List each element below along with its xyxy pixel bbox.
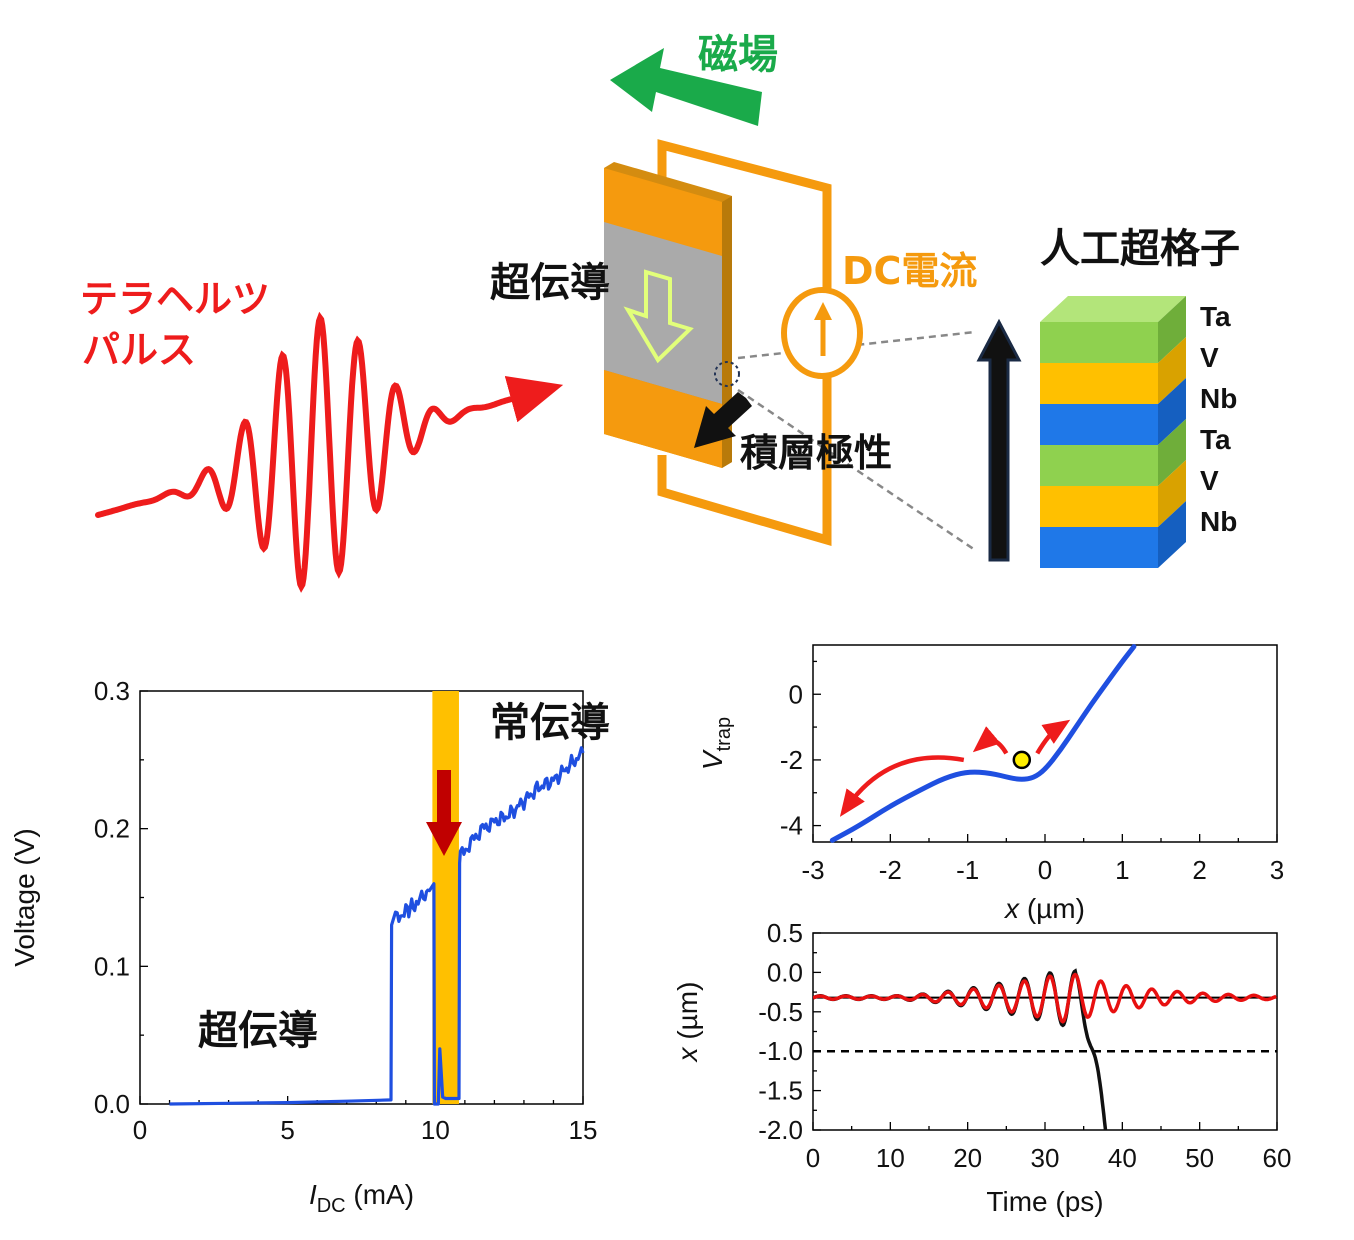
x-tick-label: 2 — [1192, 855, 1206, 885]
superlattice-label-v: V — [1200, 342, 1219, 373]
x-tick-label: 0 — [133, 1115, 147, 1145]
x-tick-label: 15 — [569, 1115, 598, 1145]
magnetic-field-arrow-icon — [610, 48, 762, 126]
y-tick-label: 0.3 — [94, 676, 130, 706]
x-tick-label: 50 — [1185, 1143, 1214, 1173]
y-tick-label: 0.1 — [94, 951, 130, 981]
x-tick-label: -2 — [879, 855, 902, 885]
x-axis-label-main: x — [1003, 893, 1020, 924]
zoom-region-marker — [714, 361, 740, 387]
superlattice-side-ta — [1158, 419, 1186, 486]
x-tick-label: 1 — [1115, 855, 1129, 885]
y-tick-label: -1.5 — [758, 1076, 803, 1106]
oscillation-arrow-left-icon — [972, 726, 1009, 755]
y-tick-label: 0.5 — [767, 918, 803, 948]
x-tick-label: 0 — [1038, 855, 1052, 885]
x-tick-label: -1 — [956, 855, 979, 885]
x-axis-label: IDC (mA) — [309, 1179, 414, 1217]
y-tick-label: -0.5 — [758, 997, 803, 1027]
superlattice-title: 人工超格子 — [1040, 226, 1240, 272]
switching-arrow-icon — [426, 770, 462, 856]
dc-current-label: DC電流 — [842, 249, 977, 293]
y-axis-label-unit: (µm) — [672, 982, 703, 1048]
stacking-polarity-arrow-icon — [694, 392, 752, 448]
y-tick-label: -4 — [780, 811, 803, 841]
y-tick-label: -2.0 — [758, 1115, 803, 1145]
x-tick-label: 40 — [1108, 1143, 1137, 1173]
superlattice-layer-nb — [1040, 404, 1158, 445]
x-tick-label: 60 — [1263, 1143, 1292, 1173]
x-tick-label: -3 — [801, 855, 824, 885]
x-tick-label: 10 — [421, 1115, 450, 1145]
y-axis-label: Voltage (V) — [9, 828, 40, 967]
y-tick-label: -1.0 — [758, 1036, 803, 1066]
superlattice-side-ta — [1158, 296, 1186, 363]
superlattice-top-face — [1040, 296, 1186, 322]
potential-chart: -3 -2 -1 0 1 2 3-4-20x (µm)Vtrap — [697, 644, 1284, 924]
y-tick-label: 0 — [789, 679, 803, 709]
superlattice-stack: Ta V Nb Ta V Nb — [1040, 296, 1237, 568]
magnetic-field-label: 磁場 — [698, 32, 778, 78]
x-tick-label: 3 — [1270, 855, 1284, 885]
terahertz-label-line1: テラヘルツ — [80, 277, 270, 321]
x-tick-label: 0 — [806, 1143, 820, 1173]
potential-curve — [829, 644, 1137, 843]
superlattice-label-v: V — [1200, 465, 1219, 496]
normal-state-label: 常伝導 — [490, 700, 610, 746]
y-axis-label-sub: trap — [713, 717, 735, 751]
superlattice-label-ta: Ta — [1200, 424, 1231, 455]
polarity-big-arrow-icon — [976, 318, 1022, 562]
particle-marker — [1012, 750, 1032, 770]
x-axis-label-unit: (µm) — [1019, 893, 1085, 924]
x-axis-label-main: I — [309, 1179, 317, 1210]
y-tick-label: 0.0 — [767, 957, 803, 987]
terahertz-pulse-wave — [95, 311, 564, 593]
superlattice-side-nb — [1158, 378, 1186, 445]
iv-curve — [169, 746, 585, 1106]
y-tick-label: 0.0 — [94, 1089, 130, 1119]
x-tick-label: 5 — [280, 1115, 294, 1145]
superlattice-side-nb — [1158, 501, 1186, 568]
terahertz-label-line2: パルス — [82, 328, 196, 372]
normal-state-band — [432, 691, 459, 1104]
y-tick-label: 0.2 — [94, 814, 130, 844]
zoom-line-top — [737, 330, 976, 360]
time-chart: 0 10 20 30 40 50 60 0.5 0.0 -0.5 -1.0 -1.5 -2.0 Time … — [672, 918, 1291, 1217]
superconducting-label: 超伝導 — [490, 260, 610, 306]
plot-frame — [812, 932, 1278, 1131]
superlattice-layer-nb — [1040, 527, 1158, 568]
superconducting-state-label: 超伝導 — [198, 1008, 318, 1054]
superlattice-label-nb: Nb — [1200, 506, 1237, 537]
superlattice-label-nb: Nb — [1200, 383, 1237, 414]
x-tick-label: 10 — [876, 1143, 905, 1173]
superlattice-side-v — [1158, 460, 1186, 527]
y-axis-label: Vtrap — [697, 717, 735, 770]
y-axis-label: x (µm) — [672, 982, 703, 1064]
superlattice-side-v — [1158, 337, 1186, 404]
superlattice-layer-ta — [1040, 322, 1158, 363]
schematic: 磁場 DC電流 超伝導 — [80, 32, 1240, 593]
current-source-icon — [781, 287, 863, 379]
superlattice-layer-v — [1040, 486, 1158, 527]
x-axis-label: Time (ps) — [986, 1186, 1103, 1217]
y-axis-label-main: x — [672, 1046, 703, 1063]
x-axis-label-sub: DC — [317, 1195, 346, 1217]
superlattice-label-ta: Ta — [1200, 301, 1231, 332]
x-axis-label: x (µm) — [1003, 893, 1085, 924]
x-tick-label: 20 — [953, 1143, 982, 1173]
y-tick-label: -2 — [780, 745, 803, 775]
y-axis-label-main: V — [697, 749, 728, 770]
superlattice-layer-v — [1040, 363, 1158, 404]
oscillation-arrow-right-icon — [1035, 719, 1071, 755]
superlattice-layer-ta — [1040, 445, 1158, 486]
supercurrent-arrow-icon — [623, 269, 694, 364]
x-tick-label: 30 — [1031, 1143, 1060, 1173]
trajectory-trapped-line — [813, 972, 1277, 1024]
x-axis-label-unit: (mA) — [346, 1179, 414, 1210]
escape-arrow-icon — [839, 755, 965, 817]
stacking-polarity-label: 積層極性 — [740, 431, 892, 475]
